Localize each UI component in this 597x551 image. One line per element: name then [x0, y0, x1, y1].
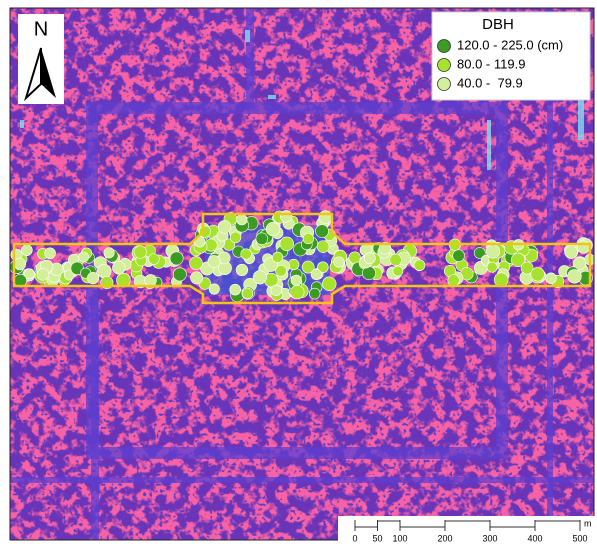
tree: [291, 275, 302, 286]
tree: [241, 249, 252, 260]
map: N DBH 120.0 - 225.0 (cm) 80.0 - 119.9 40.0…: [0, 0, 597, 546]
scale-label: 400: [527, 533, 542, 543]
legend: DBH 120.0 - 225.0 (cm) 80.0 - 119.9 40.0 -…: [432, 12, 590, 100]
tree: [448, 275, 460, 287]
tree: [199, 226, 210, 237]
tree: [236, 264, 248, 276]
legend-symbol: [438, 59, 451, 72]
tree: [145, 274, 157, 286]
scale-label: 100: [392, 533, 407, 543]
tree: [280, 237, 294, 251]
legend-label: 40.0 - 79.9: [457, 75, 523, 90]
tree: [272, 252, 283, 263]
tree: [494, 273, 508, 287]
legend-label: 120.0 - 225.0 (cm): [457, 37, 563, 52]
tree: [190, 272, 202, 284]
tree: [309, 288, 320, 299]
tree: [280, 210, 292, 222]
tree: [190, 257, 203, 270]
tree: [568, 270, 582, 284]
scale-bar: 0 50 100 200 300 400 500 m: [338, 516, 597, 546]
scale-label: 300: [482, 533, 497, 543]
tree: [112, 261, 125, 274]
tree: [134, 246, 146, 258]
scale-label: 50: [372, 533, 382, 543]
tree: [253, 271, 267, 285]
tree: [393, 266, 403, 276]
north-label: N: [34, 18, 48, 40]
tree: [577, 241, 589, 253]
tree: [45, 248, 56, 259]
tree: [148, 254, 159, 265]
tree: [87, 272, 99, 284]
tree: [364, 253, 375, 264]
tree: [266, 222, 280, 236]
scale-unit: m: [584, 518, 592, 528]
tree: [311, 269, 321, 279]
tree: [546, 273, 557, 284]
tree: [322, 277, 336, 291]
tree: [14, 258, 26, 270]
tree: [317, 241, 329, 253]
tree: [208, 255, 220, 267]
tree: [290, 285, 304, 299]
legend-title: DBH: [482, 16, 514, 33]
legend-symbol: [438, 78, 451, 91]
scale-label: 500: [572, 533, 587, 543]
tree: [21, 245, 32, 256]
north-arrow: N: [18, 14, 64, 104]
tree: [288, 259, 299, 270]
tree: [486, 245, 500, 259]
scale-label: 200: [437, 533, 452, 543]
tree: [97, 264, 111, 278]
tree: [319, 211, 332, 224]
scale-label: 0: [352, 533, 357, 543]
tree: [271, 285, 282, 296]
tree: [531, 268, 545, 282]
tree: [315, 225, 328, 238]
tree: [230, 232, 241, 243]
legend-label: 80.0 - 119.9: [457, 56, 525, 71]
tree: [565, 245, 578, 258]
tree: [104, 248, 115, 259]
tree: [256, 233, 268, 245]
tree: [37, 268, 49, 280]
tree: [362, 266, 375, 279]
tree: [173, 268, 186, 281]
tree: [390, 254, 402, 266]
tree: [334, 257, 345, 268]
tree: [453, 250, 465, 262]
tree: [230, 284, 241, 295]
tree: [487, 262, 497, 272]
tree: [242, 288, 253, 299]
tree: [414, 260, 425, 271]
legend-symbol: [438, 40, 451, 53]
tree: [78, 252, 88, 262]
tree: [218, 220, 231, 233]
tree: [236, 214, 247, 225]
tree: [303, 233, 314, 244]
tree: [170, 252, 183, 265]
